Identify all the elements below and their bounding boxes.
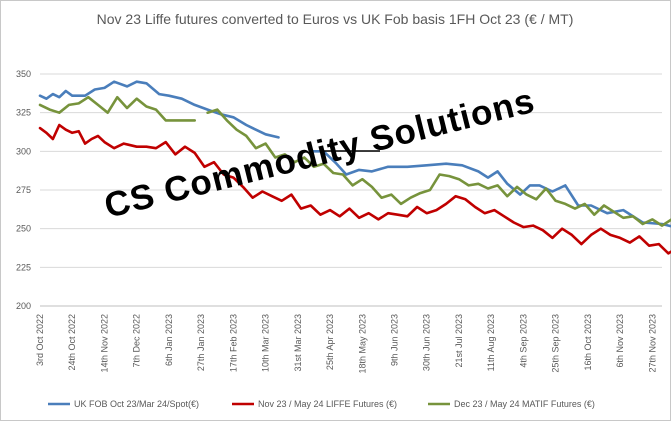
legend-label-0: UK FOB Oct 23/Mar 24/Spot(€) (74, 399, 199, 409)
x-tick-label-11: 9th Jun 2023 (390, 314, 400, 366)
x-tick-label-13: 21st Jul 2023 (454, 314, 464, 368)
x-tick-label-1: 24th Oct 2022 (67, 314, 77, 371)
x-tick-label-6: 17th Feb 2023 (228, 314, 238, 372)
x-tick-label-4: 6th Jan 2023 (164, 314, 174, 366)
x-tick-label-8: 31st Mar 2023 (293, 314, 303, 372)
x-tick-label-15: 4th Sep 2023 (518, 314, 528, 368)
y-tick-label-350: 350 (16, 69, 31, 79)
y-tick-label-200: 200 (16, 301, 31, 311)
x-tick-label-9: 25th Apr 2023 (325, 314, 335, 370)
x-tick-label-3: 7th Dec 2022 (132, 314, 142, 368)
x-tick-label-14: 11th Aug 2023 (486, 314, 496, 371)
y-tick-label-225: 225 (16, 262, 31, 272)
x-tick-label-0: 3rd Oct 2022 (35, 314, 45, 366)
x-tick-label-2: 14th Nov 2022 (99, 314, 109, 373)
legend-label-1: Nov 23 / May 24 LIFFE Futures (€) (258, 399, 397, 409)
series-line-1 (38, 123, 671, 255)
x-tick-label-12: 30th Jun 2023 (422, 314, 432, 371)
x-tick-label-18: 6th Nov 2023 (615, 314, 625, 368)
y-tick-label-300: 300 (16, 146, 31, 156)
y-tick-label-275: 275 (16, 185, 31, 195)
x-tick-label-19: 27th Nov 2023 (647, 314, 657, 373)
chart-title: Nov 23 Liffe futures converted to Euros … (97, 11, 574, 27)
y-tick-label-325: 325 (16, 108, 31, 118)
x-tick-label-5: 27th Jan 2023 (196, 314, 206, 371)
x-tick-label-17: 16th Oct 2023 (583, 314, 593, 371)
x-tick-label-16: 25th Sep 2023 (551, 314, 561, 373)
x-tick-label-7: 10th Mar 2023 (261, 314, 271, 372)
x-tick-label-10: 18th May 2023 (357, 314, 367, 374)
legend-label-2: Dec 23 / May 24 MATIF Futures (€) (454, 399, 595, 409)
series-line-2 (38, 95, 671, 227)
y-tick-label-250: 250 (16, 224, 31, 234)
series-line-0 (38, 80, 671, 228)
